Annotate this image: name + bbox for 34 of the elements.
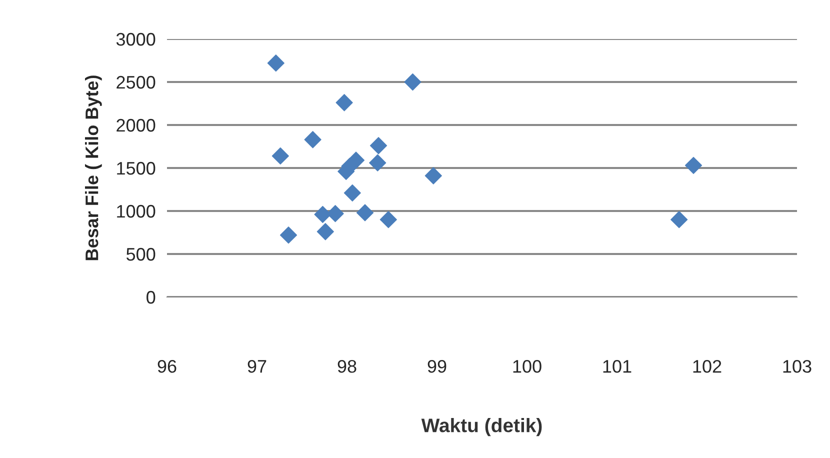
x-axis-title: Waktu (detik) (421, 418, 542, 436)
y-axis-title: Besar File ( Kilo Byte) (85, 76, 102, 260)
point (316, 223, 334, 240)
point (267, 54, 284, 72)
x-tick-label: 103 (783, 360, 812, 373)
point (380, 211, 397, 228)
x-tick-label: 100 (513, 360, 542, 373)
point (280, 226, 298, 244)
point (670, 211, 688, 228)
point (369, 154, 386, 172)
point (272, 147, 289, 165)
point (404, 73, 422, 91)
point (336, 94, 353, 112)
y-tick-label: 2500 (116, 76, 156, 89)
point (304, 131, 322, 148)
point (684, 156, 702, 174)
x-tick-label: 99 (428, 360, 446, 373)
x-tick-label: 102 (693, 360, 722, 373)
y-tick-label: 2000 (116, 118, 156, 132)
point (356, 204, 374, 222)
point (370, 137, 388, 154)
y-tick-label: 1500 (117, 162, 156, 175)
x-tick-label: 101 (603, 360, 632, 373)
point (314, 206, 332, 224)
point (344, 184, 361, 202)
y-tick-label: 1000 (117, 204, 156, 218)
x-tick-label: 96 (158, 360, 176, 373)
y-tick-label: 3000 (116, 32, 156, 46)
point (326, 205, 344, 222)
x-tick-label: 97 (248, 360, 266, 373)
y-tick-label: 500 (126, 248, 156, 261)
y-tick-label: 0 (146, 290, 156, 304)
point (424, 167, 442, 184)
x-tick-label: 98 (338, 360, 356, 373)
